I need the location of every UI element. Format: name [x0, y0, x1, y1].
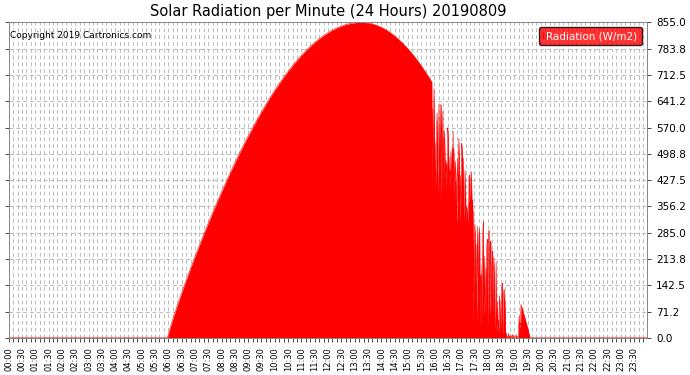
- Title: Solar Radiation per Minute (24 Hours) 20190809: Solar Radiation per Minute (24 Hours) 20…: [150, 4, 506, 19]
- Text: Copyright 2019 Cartronics.com: Copyright 2019 Cartronics.com: [10, 31, 151, 40]
- Legend: Radiation (W/m2): Radiation (W/m2): [539, 27, 642, 45]
